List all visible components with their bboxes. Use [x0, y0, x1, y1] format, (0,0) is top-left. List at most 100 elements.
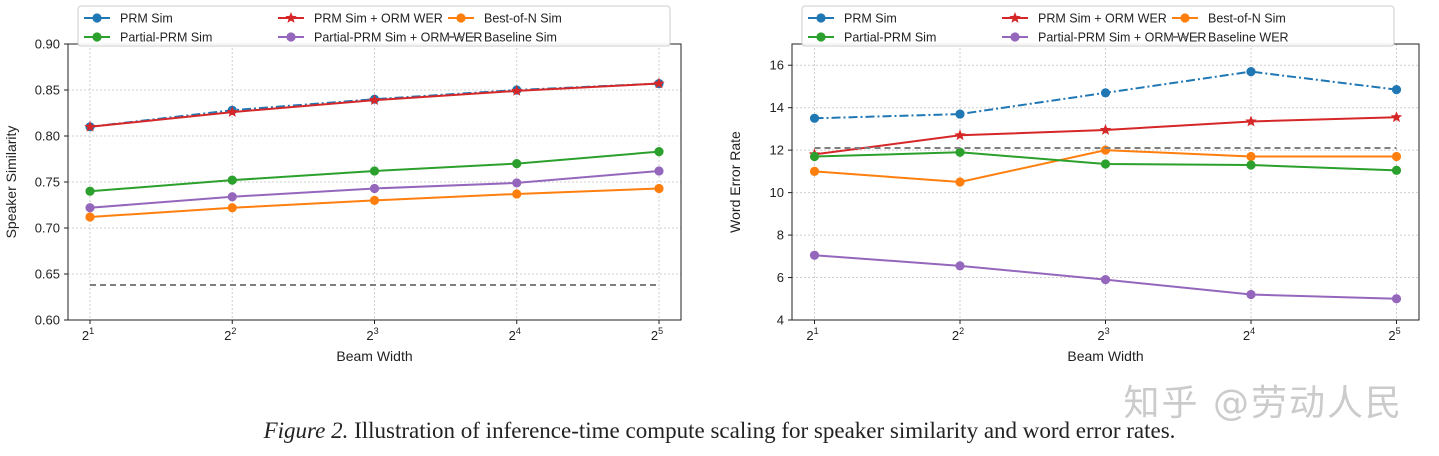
y-tick-label: 0.70 [35, 221, 60, 236]
data-point [955, 109, 965, 119]
chart-panel-1: 0.60 0.65 0.70 0.75 0.80 0.85 0.90 21 22 23 24 25 Be… [3, 5, 682, 364]
data-point [1391, 85, 1402, 95]
y-axis-label: Speaker Similarity [3, 126, 19, 239]
data-point [1391, 151, 1402, 162]
data-point [955, 177, 965, 187]
x-tick-label: 22 [224, 326, 236, 343]
data-point [512, 159, 522, 169]
data-point [1100, 275, 1111, 285]
x-tick-label: 24 [1243, 326, 1255, 343]
caption-text: Illustration of inference-time compute s… [354, 418, 1176, 443]
data-point [369, 183, 380, 194]
legend-label: Partial-PRM Sim + ORM WER [314, 31, 482, 45]
y-tick-label: 6 [777, 270, 784, 285]
y-tick-label: 12 [770, 143, 784, 158]
legend-item: Best-of-N Sim [1172, 12, 1286, 26]
data-point [1100, 159, 1111, 169]
data-point [1246, 67, 1256, 77]
data-point [1100, 145, 1111, 155]
data-point [227, 175, 237, 185]
chart-panel-2: 4 6 8 10 12 14 16 21 22 23 24 25 Beam Width Word Erro… [727, 5, 1420, 364]
legend-item: PRM Sim [84, 12, 173, 26]
legend-label: Best-of-N Sim [484, 12, 562, 26]
legend-label: PRM Sim [844, 12, 897, 26]
data-point [85, 203, 95, 213]
data-point [954, 129, 966, 141]
legend-item: PRM Sim + ORM WER [1002, 12, 1167, 26]
watermark: 知乎 @劳动人民 [1123, 383, 1403, 424]
legend-item: Baseline Sim [448, 31, 557, 45]
caption-label: Figure 2. [263, 418, 349, 443]
legend-swatch-marker [456, 13, 466, 23]
legend-label: Baseline Sim [484, 31, 557, 45]
data-point [512, 189, 522, 199]
data-point [1246, 289, 1256, 300]
legend-swatch-marker [816, 13, 826, 23]
legend-label: PRM Sim + ORM WER [314, 12, 443, 26]
y-tick-label: 16 [770, 58, 784, 73]
data-point [1246, 160, 1256, 170]
data-point [84, 120, 96, 132]
y-tick-label: 0.90 [35, 37, 60, 52]
y-tick-label: 0.75 [35, 175, 60, 190]
y-tick-label: 8 [777, 228, 784, 243]
x-tick-label: 24 [509, 326, 521, 343]
legend-item: PRM Sim [808, 12, 897, 26]
data-point [1245, 115, 1257, 127]
y-tick-label: 0.80 [35, 129, 60, 144]
y-tick-label: 0.60 [35, 313, 60, 328]
data-point [1391, 165, 1402, 175]
legend-item: Partial-PRM Sim + ORM WER [1002, 31, 1206, 45]
legend-label: PRM Sim + ORM WER [1038, 12, 1167, 26]
y-tick-label: 0.85 [35, 83, 60, 98]
data-point [653, 77, 665, 89]
data-point [369, 195, 380, 205]
series-prm-sim [809, 67, 1402, 123]
legend-item: Partial-PRM Sim [808, 31, 936, 45]
legend-label: Partial-PRM Sim + ORM WER [1038, 31, 1206, 45]
x-tick-label: 21 [806, 326, 818, 343]
data-point [227, 203, 237, 213]
data-point [512, 178, 522, 188]
data-point [654, 183, 664, 194]
legend-swatch-marker [1010, 32, 1020, 42]
data-point [1391, 294, 1402, 304]
x-tick-label: 21 [82, 326, 94, 343]
legend-swatch-marker [92, 32, 102, 42]
data-point [809, 166, 820, 176]
data-point [85, 186, 95, 196]
legend-swatch-marker [286, 32, 296, 42]
legend-swatch-marker [1180, 13, 1190, 23]
x-tick-label: 23 [366, 326, 378, 343]
data-point [226, 106, 238, 117]
data-point [511, 84, 523, 96]
series-prm-sim-orm-wer [84, 77, 665, 132]
data-point [1099, 123, 1112, 135]
legend-label: Baseline WER [1208, 31, 1289, 45]
series-partial-prm-sim-orm-wer [85, 166, 664, 213]
data-point [955, 147, 965, 157]
x-tick-label: 23 [1097, 326, 1109, 343]
y-tick-label: 10 [770, 185, 784, 200]
series-partial-prm-sim-orm-wer [809, 250, 1402, 304]
x-axis-label: Beam Width [1067, 348, 1143, 364]
data-point [368, 94, 381, 105]
x-tick-label: 25 [651, 326, 663, 343]
legend-swatch-marker [1009, 12, 1021, 23]
y-tick-label: 14 [770, 100, 784, 115]
series-partial-prm-sim [809, 147, 1402, 175]
legend-label: Best-of-N Sim [1208, 12, 1286, 26]
y-tick-label: 0.65 [35, 267, 60, 282]
legend-item: PRM Sim + ORM WER [278, 12, 443, 26]
legend-label: Partial-PRM Sim [120, 31, 212, 45]
x-tick-label: 25 [1388, 326, 1400, 343]
data-point [1246, 151, 1256, 162]
legend-item: Best-of-N Sim [448, 12, 562, 26]
legend-box [77, 5, 671, 47]
legend-item: Partial-PRM Sim + ORM WER [278, 31, 482, 45]
figure-caption: Figure 2. Illustration of inference-time… [0, 418, 1439, 444]
legend-label: PRM Sim [120, 12, 173, 26]
series-best-of-n-sim [85, 183, 664, 222]
data-point [654, 147, 664, 157]
legend-swatch-marker [816, 32, 826, 42]
